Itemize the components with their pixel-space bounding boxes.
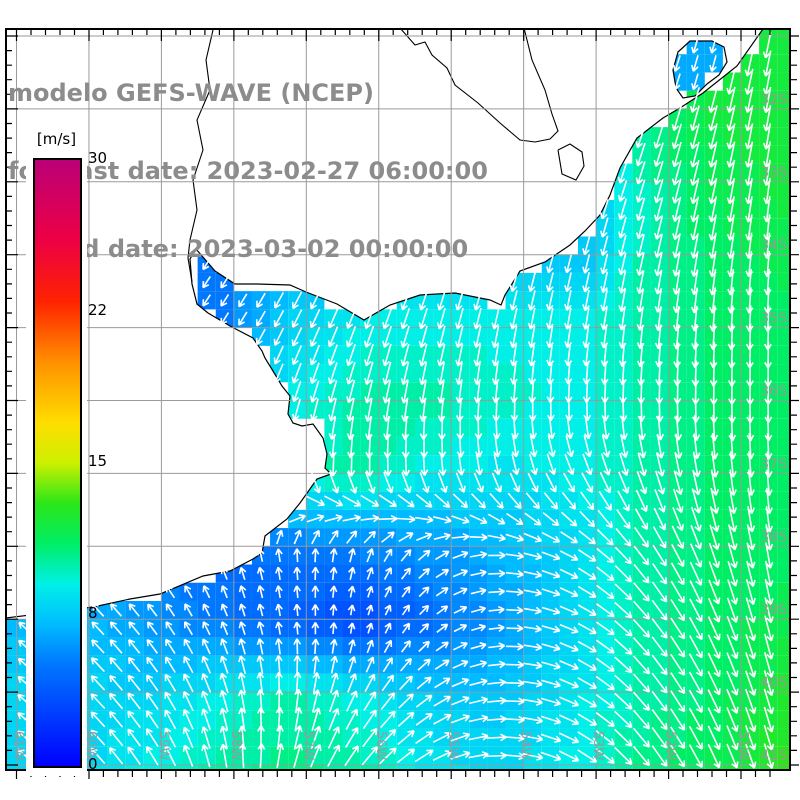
colorbar-tick: 8: [88, 603, 98, 622]
lon-label: 56W: [373, 731, 388, 761]
lon-label: 59W: [155, 731, 170, 761]
lon-label: 61W: [11, 731, 26, 761]
small-lake-outline: [557, 143, 585, 181]
lat-label: 34S: [760, 238, 787, 254]
wind-direction-arrows: [17, 32, 775, 769]
lat-label: 37S: [760, 456, 787, 472]
lat-label: 36S: [760, 384, 787, 400]
land-coastline: [5, 27, 765, 619]
lat-label: 39S: [760, 602, 787, 618]
lat-label: 32S: [760, 92, 787, 108]
colorbar-tick: 15: [88, 452, 108, 470]
lon-label: 58W: [228, 731, 243, 761]
colorbar-unit-label: [m/s]: [36, 130, 77, 148]
lon-label: 53W: [590, 731, 605, 761]
lat-label: 33S: [760, 165, 787, 181]
lat-label: 35S: [760, 311, 787, 327]
lon-label: 57W: [300, 731, 315, 761]
lat-label: 40S: [760, 675, 787, 691]
lat-label: 41S: [760, 748, 787, 764]
colorbar-tick: 0: [88, 755, 98, 773]
colorbar-tick: 22: [88, 300, 108, 319]
colorbar-tick: 30: [88, 149, 108, 167]
lon-label: 52W: [663, 731, 678, 761]
inland-lagoon-outline: [399, 27, 559, 143]
river-line: [187, 29, 214, 283]
colorbar: [33, 158, 82, 768]
map-border-ticks: [5, 28, 799, 779]
lon-label: 51W: [735, 731, 750, 761]
lat-label: 38S: [760, 529, 787, 545]
lon-label: 54W: [518, 731, 533, 761]
lon-label: 55W: [445, 731, 460, 761]
